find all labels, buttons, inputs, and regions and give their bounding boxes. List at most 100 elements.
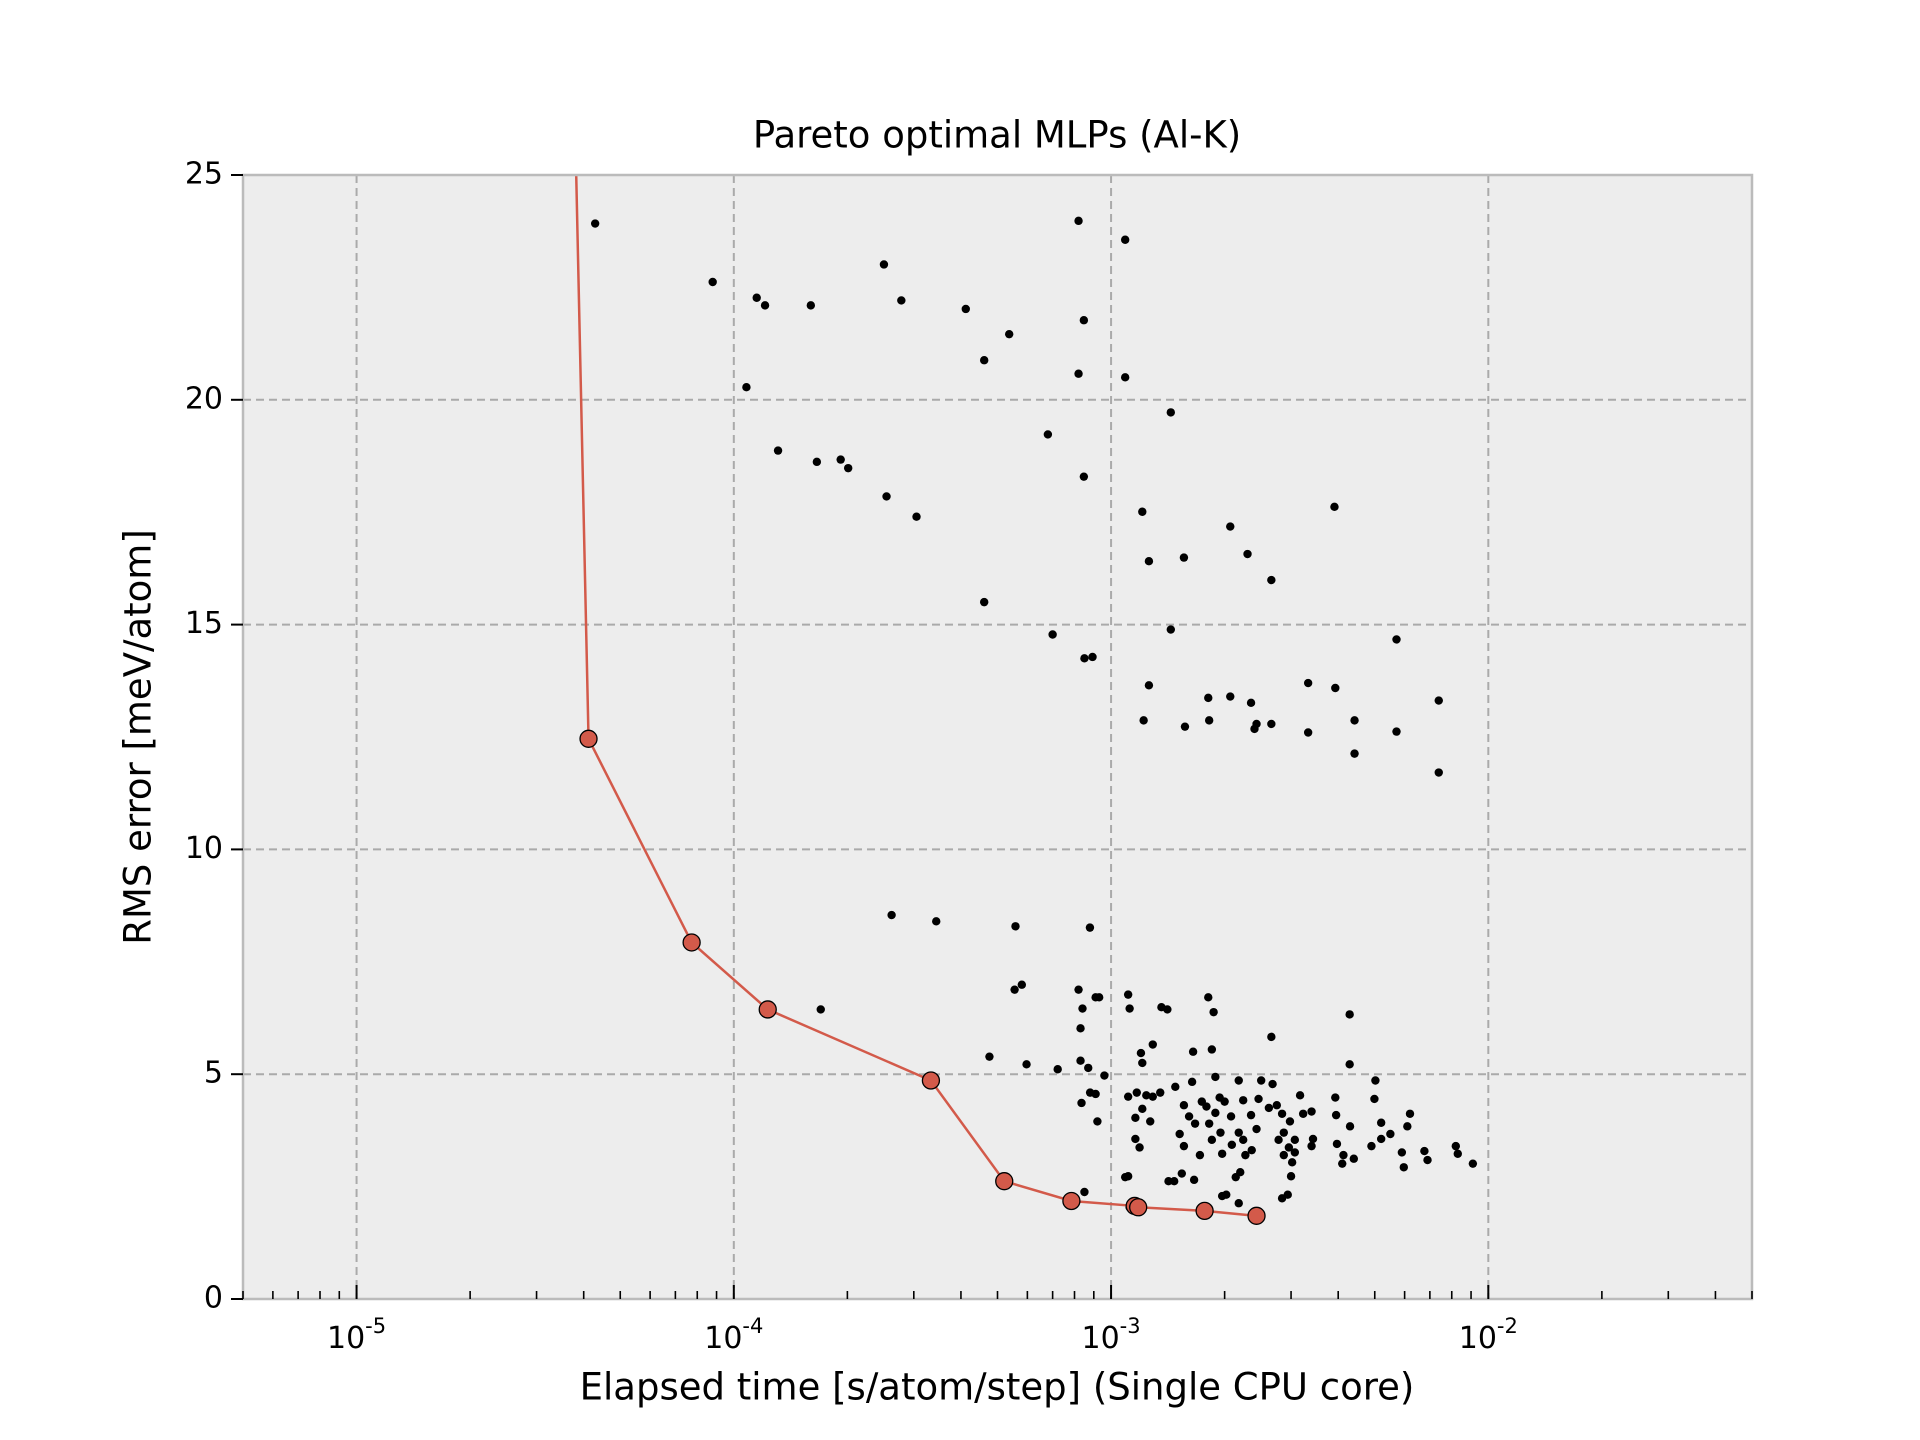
point: [1238, 1096, 1248, 1105]
point: [1216, 1128, 1225, 1137]
point: [912, 512, 921, 521]
point: [1451, 1141, 1460, 1151]
point: [1204, 716, 1214, 725]
point: [1076, 1056, 1085, 1065]
point: [1420, 1146, 1429, 1156]
point: [1246, 698, 1256, 708]
point: [1220, 1097, 1229, 1106]
point: [1136, 1048, 1146, 1058]
point: [1175, 1129, 1184, 1139]
point: [1184, 1112, 1194, 1121]
point: [1392, 635, 1401, 644]
y-tick-label: 10: [185, 831, 223, 866]
point: [1231, 1172, 1240, 1182]
point: [1163, 1005, 1172, 1014]
y-axis-label: RMS error [meV/atom]: [117, 529, 160, 945]
point: [590, 219, 600, 228]
point: [879, 260, 889, 269]
point: [1180, 722, 1190, 731]
chart-title: Pareto optimal MLPs (Al-K): [753, 114, 1241, 157]
point: [1285, 1117, 1295, 1126]
point: [1138, 1104, 1147, 1114]
point: [1017, 980, 1027, 989]
point: [1226, 1112, 1236, 1121]
point: [1131, 1113, 1140, 1123]
point: [1187, 1077, 1197, 1087]
point: [1211, 1072, 1220, 1082]
point: [1405, 1109, 1415, 1118]
point: [836, 455, 845, 464]
point: [1189, 1175, 1199, 1185]
point: [1120, 373, 1130, 382]
point: [816, 1005, 825, 1014]
point: [1371, 1076, 1380, 1085]
point: [1202, 1102, 1211, 1111]
point: [1022, 1060, 1031, 1069]
point: [1190, 1119, 1200, 1128]
point: [1204, 1119, 1214, 1128]
point: [1279, 1128, 1288, 1137]
point: [1204, 693, 1213, 703]
x-tick-label: 10-5: [327, 1314, 386, 1356]
point: [1376, 1118, 1386, 1127]
point: [1345, 1122, 1355, 1131]
point: [1148, 1092, 1157, 1101]
point: [1074, 985, 1083, 994]
point: [1132, 1088, 1141, 1097]
pareto-point: [758, 1000, 777, 1019]
point: [1138, 1058, 1147, 1068]
point: [1345, 1060, 1354, 1069]
point: [742, 383, 751, 392]
point: [1243, 549, 1252, 559]
point: [1287, 1158, 1297, 1167]
point: [1267, 575, 1276, 585]
point: [806, 301, 816, 310]
point: [887, 910, 896, 920]
x-tick-label: 10-4: [704, 1314, 763, 1356]
point: [1307, 1107, 1316, 1116]
point: [773, 446, 783, 455]
y-tick-label: 25: [185, 157, 223, 192]
point: [1079, 472, 1089, 481]
point: [1074, 369, 1083, 378]
point: [1330, 502, 1339, 512]
point: [1179, 553, 1189, 562]
point: [1084, 1063, 1093, 1073]
point: [1076, 1024, 1085, 1033]
point: [1290, 1135, 1300, 1145]
x-axis-label: Elapsed time [s/atom/step] (Single CPU c…: [580, 1366, 1415, 1409]
point: [1207, 1045, 1217, 1054]
point: [1043, 430, 1053, 439]
point: [1144, 681, 1154, 690]
point: [1264, 1103, 1274, 1113]
pareto-point: [1247, 1206, 1266, 1225]
point: [1123, 1092, 1133, 1101]
point: [1331, 1093, 1340, 1102]
pareto-point: [1129, 1198, 1148, 1217]
point: [1177, 1169, 1187, 1178]
point: [1331, 1110, 1341, 1120]
plot-area: [243, 175, 1752, 1299]
point: [1303, 728, 1313, 737]
point: [1094, 993, 1104, 1002]
point: [1267, 719, 1276, 729]
point: [1142, 1091, 1151, 1100]
point: [1279, 1150, 1288, 1160]
point: [1234, 1199, 1243, 1208]
point: [1120, 235, 1130, 244]
point: [1217, 1149, 1227, 1158]
point: [1434, 696, 1443, 705]
point: [1308, 1134, 1318, 1144]
point: [1370, 1094, 1379, 1104]
point: [1367, 1141, 1376, 1151]
pareto-point: [1062, 1191, 1081, 1211]
point: [1139, 716, 1148, 725]
axes: 0 5 10 15 20 25 10-5 10-4 10-3 10-2: [185, 157, 1753, 1356]
point: [1376, 1134, 1386, 1144]
point: [1146, 1117, 1155, 1126]
point: [1120, 1172, 1130, 1182]
point: [1188, 1047, 1198, 1056]
point: [882, 492, 891, 501]
point: [1074, 216, 1083, 226]
